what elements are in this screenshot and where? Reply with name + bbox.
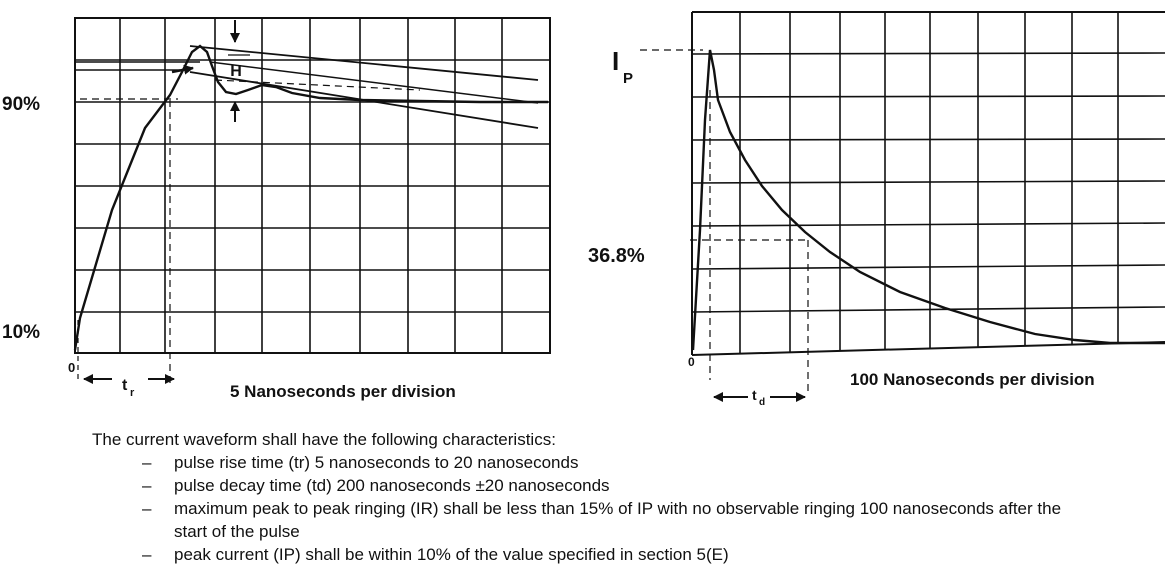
list-item: – pulse decay time (td) 200 nanoseconds ±…: [92, 474, 1074, 497]
list-dash: –: [142, 453, 152, 472]
tr-label: t: [122, 377, 128, 394]
right-axis-caption: 100 Nanoseconds per division: [850, 370, 1095, 389]
ip-subscript: P: [623, 70, 633, 87]
left-origin-zero: 0: [68, 360, 75, 375]
list-item: – pulse rise time (tr) 5 nanoseconds to 2…: [92, 451, 1074, 474]
list-item-text: maximum peak to peak ringing (IR) shall …: [174, 499, 1062, 541]
right-reference-lines: [640, 49, 809, 395]
right-grid: [691, 11, 1165, 356]
list-item-text: peak current (IP) shall be within 10% of…: [174, 545, 729, 564]
tr-subscript: r: [130, 387, 135, 399]
left-rise-time-graph: H 90% 10% 0 t r 5 Nanoseconds per divisi…: [2, 17, 551, 401]
list-item: – peak current (IP) shall be within 10% o…: [92, 543, 1074, 566]
ringing-indicator: H: [228, 20, 250, 122]
td-subscript: d: [759, 397, 765, 408]
rise-time-indicator: t r: [83, 374, 175, 399]
waveform-characteristics: The current waveform shall have the foll…: [92, 428, 1152, 566]
left-peak-arrow: [171, 64, 194, 75]
characteristics-intro: The current waveform shall have the foll…: [92, 430, 556, 449]
list-item: – maximum peak to peak ringing (IR) shall…: [92, 497, 1074, 543]
right-decay-time-graph: I P 36.8% 0 t d 100 Nanoseconds per divi…: [588, 11, 1165, 408]
list-item-text: pulse rise time (tr) 5 nanoseconds to 20…: [174, 453, 579, 472]
ip-label: I: [612, 46, 619, 76]
label-36-8-percent: 36.8%: [588, 245, 645, 267]
list-dash: –: [142, 545, 152, 564]
label-10-percent: 10%: [2, 322, 40, 343]
left-waveform-curve: [73, 44, 548, 351]
list-dash: –: [142, 499, 152, 518]
left-axis-caption: 5 Nanoseconds per division: [230, 382, 456, 401]
list-dash: –: [142, 476, 152, 495]
right-origin-zero: 0: [688, 355, 695, 369]
left-grid: [74, 17, 551, 354]
left-reference-lines: [75, 45, 539, 385]
label-90-percent: 90%: [2, 94, 40, 115]
characteristics-list: – pulse rise time (tr) 5 nanoseconds to 2…: [92, 451, 1152, 566]
right-waveform-curve: [691, 49, 1165, 351]
h-marker-label: H: [230, 63, 242, 80]
td-label: t: [752, 387, 757, 403]
decay-time-indicator: t d: [713, 387, 806, 408]
list-item-text: pulse decay time (td) 200 nanoseconds ±2…: [174, 476, 610, 495]
